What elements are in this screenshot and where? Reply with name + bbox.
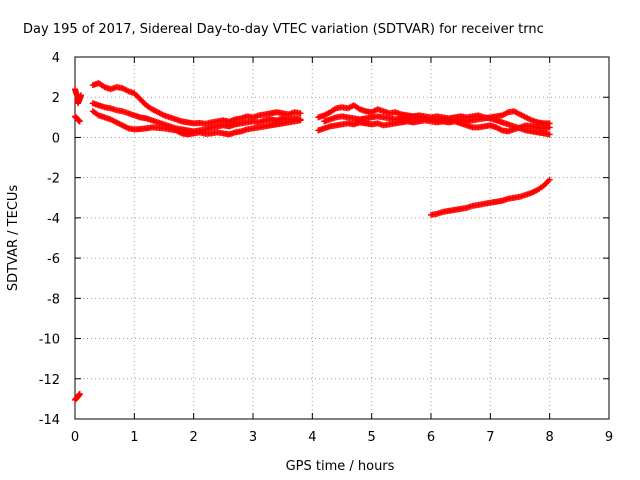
x-tick-label: 2 (190, 430, 198, 445)
x-tick-label: 5 (368, 430, 376, 445)
data-point (77, 92, 84, 99)
y-tick-label: -2 (47, 172, 60, 187)
y-tick-label: -8 (47, 292, 60, 307)
axis-ticks: 0 1 2 3 4 5 6 7 8 9 4 2 0 -2 -4 -6 -8 -10 -12 -14 (39, 51, 613, 445)
x-tick-label: 0 (71, 430, 79, 445)
series-trace-d (89, 80, 304, 127)
series-trace-e (89, 100, 304, 135)
x-tick-label: 1 (130, 430, 138, 445)
x-tick-label: 3 (249, 430, 257, 445)
data-point (297, 110, 304, 117)
y-tick-label: -4 (47, 212, 60, 227)
y-tick-label: 4 (52, 51, 60, 66)
plot-frame (74, 56, 610, 420)
x-tick-label: 6 (427, 430, 435, 445)
x-tick-label: 7 (486, 430, 494, 445)
x-tick-label: 4 (308, 430, 316, 445)
x-tick-label: 8 (546, 430, 554, 445)
x-axis-label: GPS time / hours (286, 459, 395, 474)
chart-title: Day 195 of 2017, Sidereal Day-to-day VTE… (23, 22, 544, 37)
y-tick-label: -6 (47, 252, 60, 267)
series-trace-a (72, 86, 84, 107)
y-axis-label: SDTVAR / TECUs (6, 185, 21, 292)
y-tick-label: -14 (39, 413, 60, 428)
series-trace-i (321, 112, 553, 138)
y-tick-label: -10 (39, 333, 60, 348)
data-point (297, 117, 304, 124)
y-tick-label: -12 (39, 373, 60, 388)
series-trace-b (72, 113, 83, 125)
series-trace-c (72, 390, 83, 403)
y-tick-label: 2 (52, 91, 60, 106)
series-trace-f (89, 108, 304, 138)
data-point (76, 390, 83, 397)
data-point (546, 131, 553, 138)
y-tick-label: 0 (52, 131, 60, 146)
data-points (72, 80, 553, 403)
data-point (546, 176, 553, 183)
series-trace-j (428, 176, 553, 218)
data-point (76, 118, 83, 125)
data-point (546, 120, 553, 127)
x-tick-label: 9 (605, 430, 613, 445)
grid-lines (75, 57, 609, 419)
